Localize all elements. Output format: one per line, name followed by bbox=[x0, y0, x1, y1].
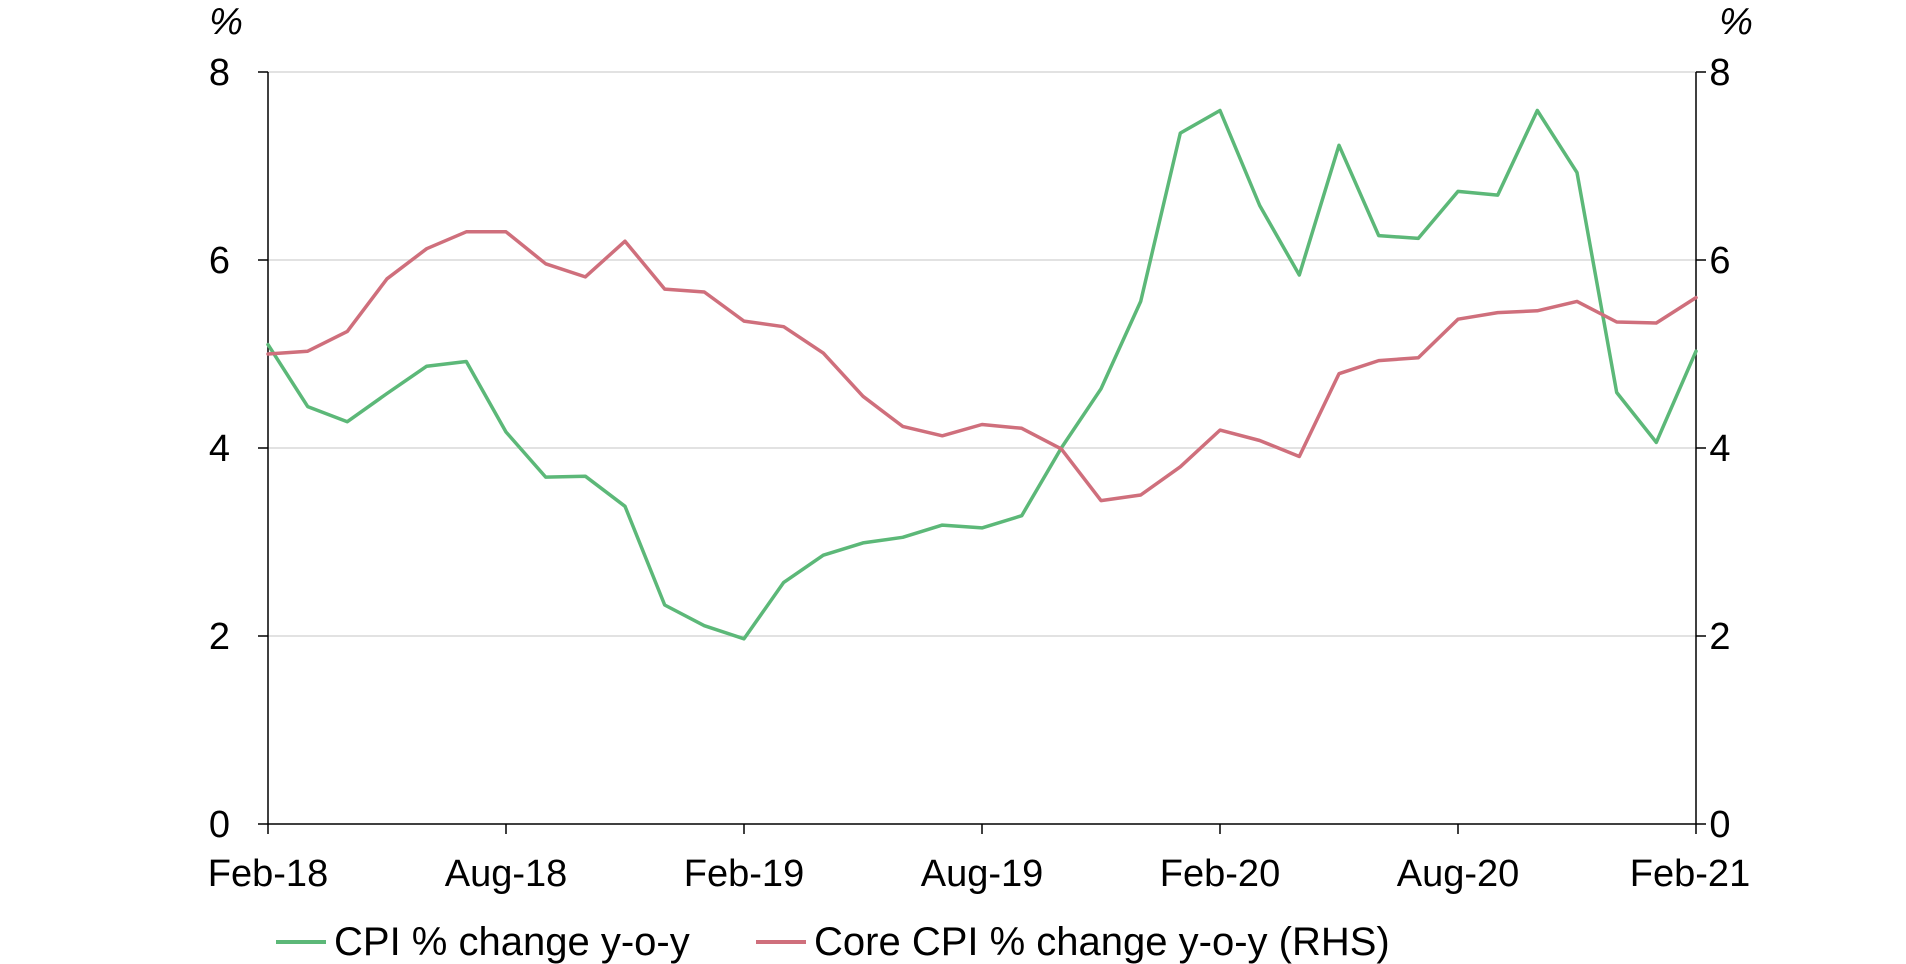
legend-label-cpi: CPI % change y-o-y bbox=[334, 920, 690, 964]
x-tick-label: Feb-21 bbox=[1630, 853, 1750, 895]
right-tick-label: 6 bbox=[1709, 240, 1730, 282]
left-axis-unit-label: % bbox=[209, 1, 243, 43]
right-axis-ticks: 0 2 4 6 8 bbox=[1696, 52, 1731, 846]
x-axis-ticks: Feb-18 Aug-18 Feb-19 Aug-19 Feb-20 Aug-20 Feb-… bbox=[208, 824, 1750, 895]
series-line-cpi bbox=[266, 108, 1698, 641]
left-tick-label: 0 bbox=[209, 804, 230, 846]
x-tick-label: Feb-19 bbox=[684, 853, 804, 895]
right-tick-label: 8 bbox=[1709, 52, 1730, 94]
left-tick-label: 6 bbox=[209, 240, 230, 282]
right-tick-label: 4 bbox=[1709, 428, 1730, 470]
x-tick-label: Aug-20 bbox=[1397, 853, 1520, 895]
right-axis-unit-label: % bbox=[1719, 1, 1753, 43]
x-tick-label: Aug-18 bbox=[445, 853, 568, 895]
left-tick-label: 2 bbox=[209, 616, 230, 658]
series-layer bbox=[266, 108, 1698, 641]
legend: CPI % change y-o-y Core CPI % change y-o… bbox=[276, 920, 1390, 964]
left-tick-label: 8 bbox=[209, 52, 230, 94]
x-tick-label: Feb-20 bbox=[1160, 853, 1280, 895]
right-tick-label: 0 bbox=[1709, 804, 1730, 846]
right-tick-label: 2 bbox=[1709, 616, 1730, 658]
left-axis-ticks: 0 2 4 6 8 bbox=[209, 52, 268, 846]
legend-label-core-cpi: Core CPI % change y-o-y (RHS) bbox=[814, 920, 1390, 964]
x-tick-label: Feb-18 bbox=[208, 853, 328, 895]
x-tick-label: Aug-19 bbox=[921, 853, 1044, 895]
series-line-core-cpi bbox=[266, 230, 1698, 503]
gridlines bbox=[268, 71, 1696, 637]
left-tick-label: 4 bbox=[209, 428, 230, 470]
